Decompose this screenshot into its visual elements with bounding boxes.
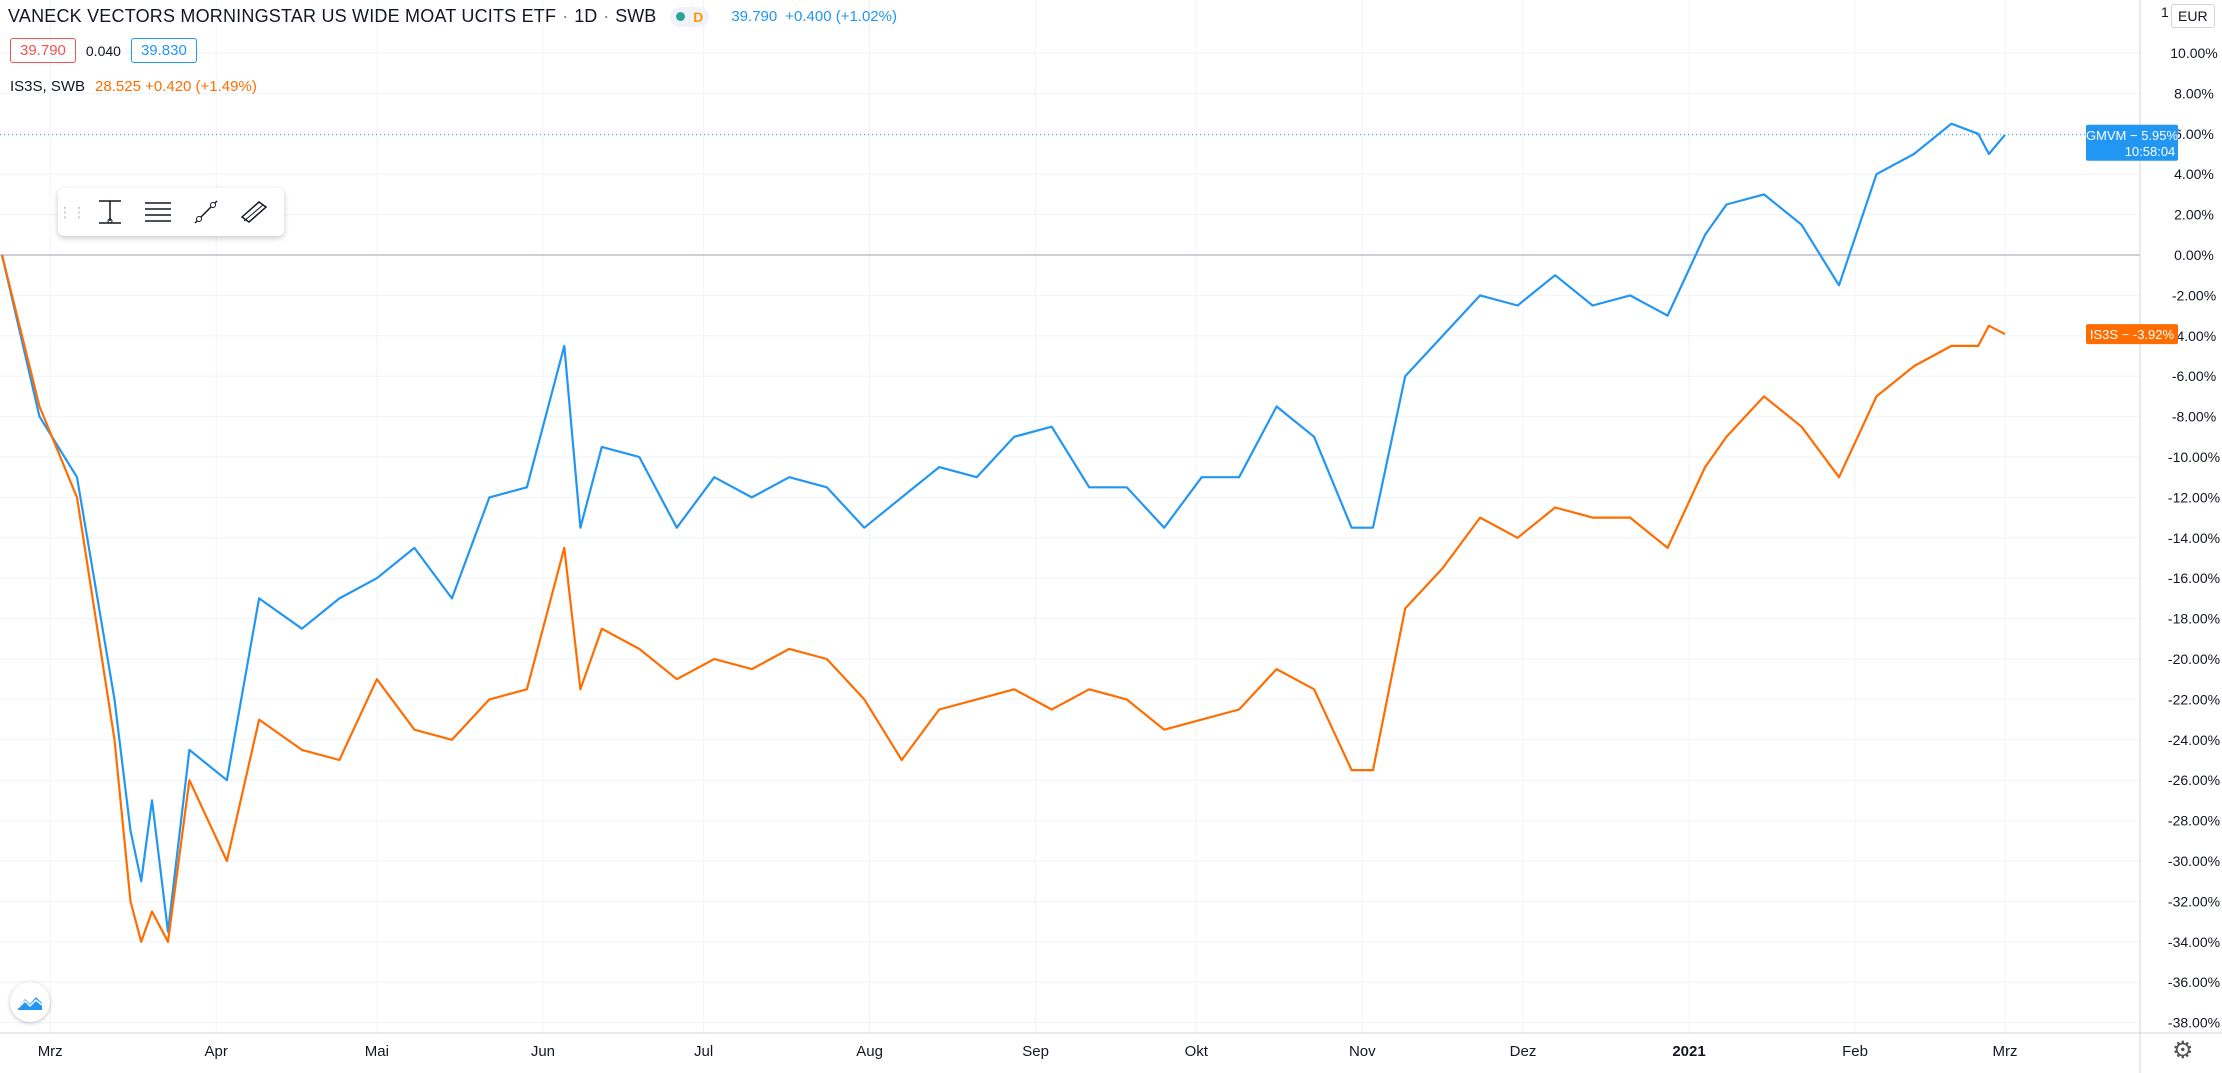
compare-symbol-name: IS3S, SWB [10,78,86,95]
y-tick-label: -12.00% [2168,489,2220,505]
measure-icon[interactable] [86,188,134,236]
levels-icon[interactable] [134,188,182,236]
y-tick-label: -32.00% [2168,893,2220,909]
countdown-label: 10:58:04 [2125,144,2176,159]
price-axis-ticks[interactable]: 10.00% 8.00% 6.00% 4.00% 2.00% 0.00% -2.00% -4.… [2168,45,2220,1031]
y-tick-label: 2.00% [2174,207,2214,223]
separator-dot: · [603,6,610,26]
y-tick-label: -24.00% [2168,732,2220,748]
series-last-value-labels: GMVM − 5.95%10:58:04 IS3S − -3.92% [2086,124,2179,345]
last-price: 39.790 [731,8,778,25]
y-tick-label: -36.00% [2168,974,2220,990]
last-value-label-gmvm: GMVM − 5.95% [2086,128,2179,143]
x-tick-label: Mai [365,1043,389,1060]
y-tick-label: -10.00% [2168,449,2220,465]
y-tick-label: -6.00% [2172,368,2216,384]
price-change: +0.400 (+1.02%) [785,8,897,25]
y-tick-label: -26.00% [2168,772,2220,788]
currency-button[interactable]: EUR [2171,4,2215,28]
y-tick-label: -28.00% [2168,813,2220,829]
x-tick-label: Nov [1349,1043,1376,1060]
x-tick-label: Apr [205,1043,228,1060]
last-value-label-is3s: IS3S − -3.92% [2090,327,2175,342]
x-tick-label: Aug [856,1043,883,1060]
bid-price-button[interactable]: 39.790 [10,38,76,63]
series-line-gmvm [0,122,2006,933]
x-tick-label: Mrz [1993,1043,2018,1060]
drag-handle-icon[interactable]: ⋮⋮ [58,203,86,220]
y-tick-label: -38.00% [2168,1015,2220,1031]
spread-value: 0.040 [85,42,121,59]
x-tick-label: Okt [1185,1043,1209,1060]
y-tick-label: 10.00% [2170,45,2217,61]
vertical-gridlines [49,0,2006,1033]
compare-symbol-legend[interactable]: IS3S, SWB 28.525 +0.420 (+1.49%) [10,78,257,95]
ask-price-button[interactable]: 39.830 [130,38,197,63]
y-tick-label: -2.00% [2172,287,2216,303]
channel-icon[interactable] [230,188,278,236]
market-status-badges[interactable]: D [670,6,710,27]
settings-gear-icon[interactable]: ⚙ [2172,1037,2194,1064]
y-tick-label: 0.00% [2174,247,2214,263]
delayed-badge: D [693,8,704,25]
x-tick-label: Mrz [38,1043,63,1060]
x-tick-label: Jun [531,1043,555,1060]
axis-top-tick: 1 [2161,4,2169,20]
interval-label[interactable]: 1D [574,6,598,26]
y-tick-label: -4.00% [2172,328,2216,344]
last-value-tag-is3s [2086,324,2178,345]
x-tick-label: Dez [1510,1043,1537,1060]
horizontal-gridlines [0,52,2140,1024]
floating-drawing-toolbar[interactable]: ⋮⋮ [58,188,284,236]
symbol-title[interactable]: VANECK VECTORS MORNINGSTAR US WIDE MOAT … [8,6,557,26]
tradingview-logo-icon[interactable] [10,982,50,1022]
last-value-tag-gmvm [2086,124,2178,161]
y-tick-label: -20.00% [2168,651,2220,667]
x-tick-label: Sep [1022,1043,1049,1060]
trend-line-icon[interactable] [182,188,230,236]
y-tick-label: -16.00% [2168,570,2220,586]
series-line-is3s [0,254,2006,943]
separator-dot: · [562,6,569,26]
time-axis-ticks[interactable]: Mrz Apr Mai Jun Jul Aug Sep Okt Nov Dez 2021 Feb Mrz [38,1043,2018,1060]
y-tick-label: 4.00% [2174,166,2214,182]
y-tick-label: -34.00% [2168,934,2220,950]
x-tick-label: Jul [694,1043,713,1060]
market-open-icon [676,12,686,21]
compare-symbol-values: 28.525 +0.420 (+1.49%) [95,78,257,95]
y-tick-label: 8.00% [2174,85,2214,101]
y-tick-label: -18.00% [2168,611,2220,627]
symbol-header: VANECK VECTORS MORNINGSTAR US WIDE MOAT … [8,6,897,27]
x-tick-label: 2021 [1672,1043,1705,1060]
y-tick-label: -22.00% [2168,691,2220,707]
bid-ask-row: 39.790 0.040 39.830 [10,38,197,63]
y-tick-label: -8.00% [2172,409,2216,425]
y-tick-label: 6.00% [2174,126,2214,142]
x-tick-label: Feb [1842,1043,1868,1060]
series-lines [0,122,2006,943]
y-tick-label: -14.00% [2168,530,2220,546]
exchange-label: SWB [615,6,657,26]
y-tick-label: -30.00% [2168,853,2220,869]
